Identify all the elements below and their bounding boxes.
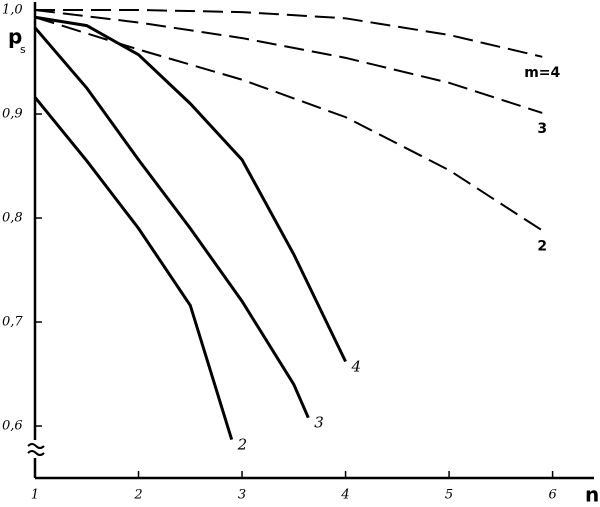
series-line bbox=[33, 26, 310, 419]
x-axis-label: n bbox=[585, 483, 599, 507]
series-label: 3 bbox=[537, 121, 547, 137]
y-axis-label-sub: s bbox=[20, 43, 26, 56]
x-tick-label: 3 bbox=[238, 488, 246, 503]
series-label: 2 bbox=[237, 436, 248, 454]
x-tick-label: 4 bbox=[340, 488, 349, 503]
y-tick-label: 0,7 bbox=[2, 315, 23, 330]
y-tick-label: 0,9 bbox=[2, 107, 23, 122]
series-line bbox=[34, 15, 347, 363]
axis-break bbox=[27, 443, 45, 456]
series-label: 2 bbox=[537, 238, 547, 254]
x-tick-label: 5 bbox=[445, 488, 453, 503]
x-tick-label: 6 bbox=[548, 488, 556, 503]
series-line bbox=[33, 96, 234, 440]
series-label: 4 bbox=[351, 358, 362, 376]
y-tick-label: 1,0 bbox=[2, 3, 23, 18]
x-tick-label: 2 bbox=[133, 488, 142, 503]
y-axis-label: p bbox=[8, 25, 22, 49]
x-tick-label: 1 bbox=[31, 488, 39, 503]
series-label: 3 bbox=[314, 414, 324, 432]
y-tick-label: 0,6 bbox=[2, 419, 23, 434]
series-label: m=4 bbox=[524, 65, 560, 81]
series-line bbox=[34, 9, 543, 114]
y-tick-label: 0,8 bbox=[2, 211, 23, 226]
series-line bbox=[35, 9, 543, 58]
